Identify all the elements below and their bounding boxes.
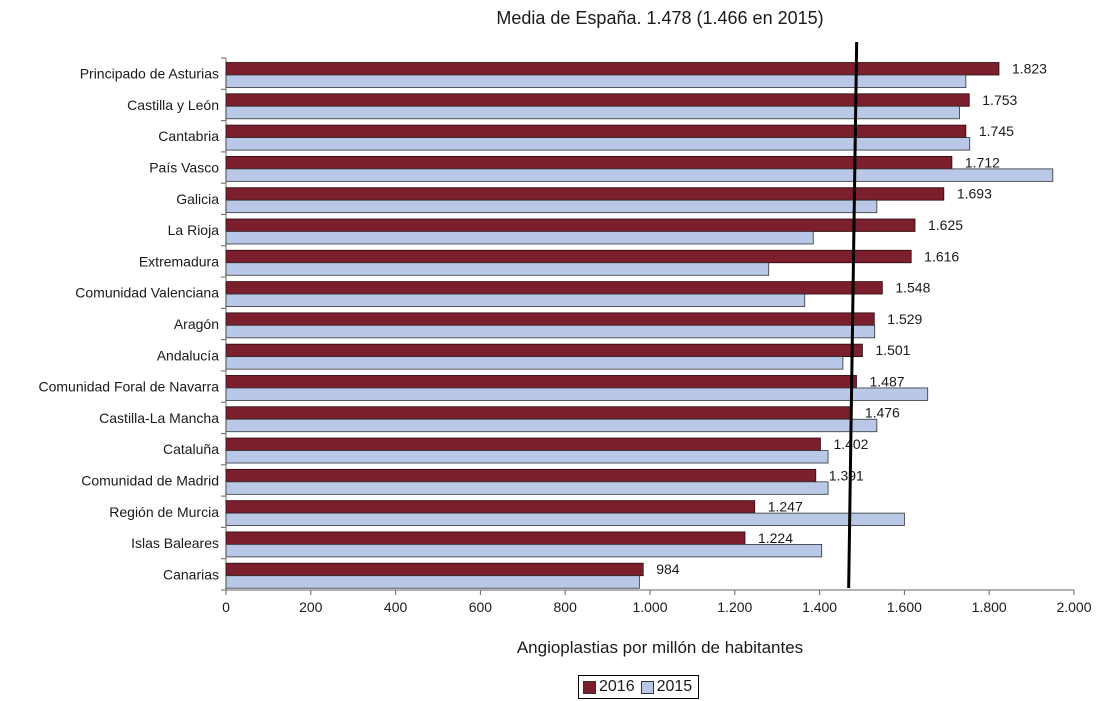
bar-2015 [225, 137, 971, 151]
bar-2016 [225, 375, 857, 389]
category-label: Principado de Asturias [80, 66, 219, 82]
category-label: País Vasco [149, 160, 219, 176]
bar-2015 [225, 262, 770, 276]
bar-2016 [225, 249, 912, 264]
legend-item-2015: 2015 [640, 678, 693, 696]
data-label-2016: 1.391 [829, 467, 864, 483]
x-axis-label: Angioplastias por millón de habitantes [516, 638, 804, 657]
bar-2016 [225, 218, 916, 232]
x-tick-label: 200 [299, 599, 323, 615]
category-label: La Rioja [168, 222, 220, 238]
average-reference-line [847, 41, 859, 589]
bar-2016 [225, 437, 821, 451]
category-label: Comunidad de Madrid [81, 472, 219, 488]
bar-2015 [225, 418, 878, 433]
bar-2016 [225, 531, 746, 545]
data-label-2016: 1.501 [875, 342, 910, 358]
legend-swatch-2015 [640, 680, 654, 694]
bar-2015 [225, 575, 640, 589]
data-label-2016: 1.693 [957, 186, 992, 202]
category-label: Aragón [174, 316, 219, 332]
x-tick-label: 1.200 [717, 599, 752, 615]
bar-2016 [225, 500, 756, 514]
category-label: Comunidad Valenciana [75, 285, 219, 301]
bar-2016 [225, 312, 875, 326]
category-label: Castilla-La Mancha [99, 410, 219, 426]
category-label: Islas Baleares [131, 535, 219, 551]
legend-swatch-2016 [583, 680, 596, 694]
legend-label-2015: 2015 [656, 678, 693, 695]
x-tick-label: 0 [222, 599, 230, 615]
bar-2015 [225, 105, 960, 120]
category-label: Cataluña [163, 441, 219, 457]
category-label: Andalucía [157, 347, 219, 363]
bar-2015 [225, 512, 905, 527]
x-tick-label: 1.000 [632, 599, 667, 615]
category-label: Castilla y León [127, 97, 219, 113]
legend-label-2016: 2016 [599, 678, 635, 695]
bar-2016 [225, 468, 817, 483]
bar-2016 [225, 93, 970, 107]
bar-2015 [225, 231, 814, 245]
x-tick-label: 1.600 [887, 599, 922, 615]
x-tick-label: 800 [554, 599, 578, 615]
bar-2015 [225, 481, 829, 495]
bar-2015 [225, 324, 876, 339]
chart-title: Media de España. 1.478 (1.466 en 2015) [496, 8, 824, 28]
data-label-2016: 1.224 [758, 530, 793, 546]
category-label: Comunidad Foral de Navarra [38, 379, 219, 395]
data-label-2016: 1.548 [895, 280, 930, 296]
bar-2015 [225, 356, 844, 370]
bar-2015 [225, 544, 823, 558]
data-label-2016: 1.823 [1012, 61, 1047, 77]
legend: 2016 2015 [578, 675, 700, 699]
bar-2015 [225, 74, 967, 88]
data-label-2016: 1.745 [979, 123, 1014, 139]
bar-2015 [225, 199, 878, 214]
x-tick-label: 600 [469, 599, 493, 615]
x-tick-label: 2.000 [1056, 599, 1091, 615]
data-label-2016: 984 [656, 561, 680, 577]
category-label: Extremadura [139, 253, 219, 269]
bar-2015 [225, 387, 929, 401]
data-label-2016: 1.247 [768, 499, 803, 515]
bar-2016 [225, 406, 853, 420]
bar-2016 [225, 343, 863, 358]
data-label-2016: 1.712 [965, 154, 1000, 170]
bar-2016 [225, 62, 1000, 76]
category-label: Canarias [163, 566, 219, 582]
data-label-2016: 1.625 [928, 217, 963, 233]
category-label: Región de Murcia [109, 504, 219, 520]
bar-2016 [225, 155, 953, 170]
bar-2015 [225, 450, 829, 464]
legend-item-2016: 2016 [583, 678, 635, 696]
x-tick-label: 400 [384, 599, 408, 615]
category-label: Galicia [176, 191, 219, 207]
bar-2015 [225, 293, 806, 307]
x-tick-label: 1.400 [802, 599, 837, 615]
data-label-2016: 1.753 [982, 92, 1017, 108]
data-label-2016: 1.616 [924, 248, 959, 264]
category-label: Cantabria [158, 128, 219, 144]
data-label-2016: 1.529 [887, 311, 922, 327]
data-label-2016: 1.476 [865, 405, 900, 421]
bar-2016 [225, 281, 883, 295]
bar-2015 [225, 168, 1054, 182]
bar-2016 [225, 187, 945, 201]
bar-2016 [225, 562, 644, 577]
x-tick-label: 1.800 [972, 599, 1007, 615]
data-label-2016: 1.487 [869, 373, 904, 389]
